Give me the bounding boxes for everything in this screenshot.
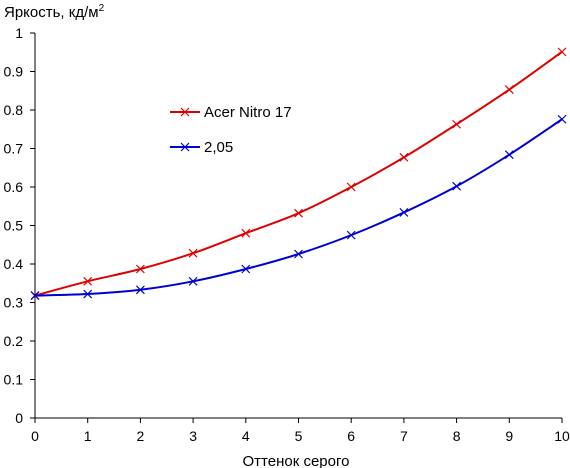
x-tick-label: 6: [347, 428, 355, 444]
legend-marker: [180, 142, 190, 152]
x-tick-label: 7: [400, 428, 408, 444]
x-tick-label: 9: [505, 428, 513, 444]
y-tick-label: 0: [15, 410, 23, 426]
data-point-marker: [135, 285, 145, 295]
data-point-marker: [294, 208, 303, 218]
legend: Acer Nitro 17 2,05: [170, 104, 292, 156]
y-tick-label: 0.3: [4, 295, 24, 311]
data-point-marker: [346, 230, 356, 240]
data-point-marker: [135, 264, 145, 274]
y-axis-title-superscript: 2: [99, 3, 105, 14]
series-line: [34, 51, 563, 297]
data-point-marker: [241, 228, 251, 238]
series-line: [34, 118, 563, 297]
y-axis-title-text: Яркость, кд/м: [4, 4, 99, 21]
data-point-marker: [188, 248, 198, 258]
data-point-marker: [504, 150, 514, 160]
x-tick-label: 4: [242, 428, 250, 444]
x-tick-label: 0: [31, 428, 39, 444]
data-point-marker: [452, 119, 462, 129]
y-tick-label: 0.1: [4, 372, 24, 388]
legend-label: 2,05: [204, 139, 233, 156]
x-tick-label: 10: [554, 428, 570, 444]
y-tick-label: 0.6: [4, 179, 24, 195]
x-tick-label: 5: [295, 428, 303, 444]
legend-label: Acer Nitro 17: [204, 104, 292, 121]
series-1: [30, 114, 567, 300]
axes: [34, 33, 562, 419]
data-point-marker: [188, 276, 198, 286]
series-0: [30, 47, 567, 300]
data-point-marker: [399, 152, 409, 162]
data-point-marker: [30, 291, 40, 300]
y-tick-label: 0.5: [4, 218, 24, 234]
y-tick-label: 0.9: [4, 64, 24, 80]
data-point-marker: [452, 181, 462, 191]
y-tick-label: 0.7: [4, 141, 24, 157]
y-axis-title: Яркость, кд/м2: [4, 3, 105, 21]
data-point-marker: [83, 289, 93, 299]
legend-item: 2,05: [170, 139, 233, 156]
data-point-marker: [557, 47, 567, 57]
y-tick-label: 0.4: [4, 256, 24, 272]
legend-item: Acer Nitro 17: [170, 104, 292, 121]
x-axis-title: Оттенок серого: [243, 453, 350, 468]
data-point-marker: [399, 207, 409, 217]
y-tick-label: 0.2: [4, 333, 24, 349]
y-tick-label: 0.8: [4, 102, 24, 118]
data-point-marker: [557, 114, 567, 124]
x-tick-label: 3: [189, 428, 197, 444]
x-tick-label: 8: [453, 428, 461, 444]
y-tick-label: 1: [15, 25, 23, 41]
data-point-marker: [294, 249, 303, 259]
ticks: 00.10.20.30.40.50.60.70.80.910 1 2 3 4 5 6 7 8 9 1…: [4, 25, 570, 444]
data-point-marker: [83, 276, 93, 286]
x-tick-label: 2: [137, 428, 145, 444]
data-point-marker: [346, 182, 356, 192]
data-point-marker: [241, 264, 251, 274]
x-tick-label: 1: [84, 428, 92, 444]
series-layer: [30, 47, 567, 300]
legend-marker: [180, 107, 190, 117]
data-point-marker: [504, 85, 514, 95]
